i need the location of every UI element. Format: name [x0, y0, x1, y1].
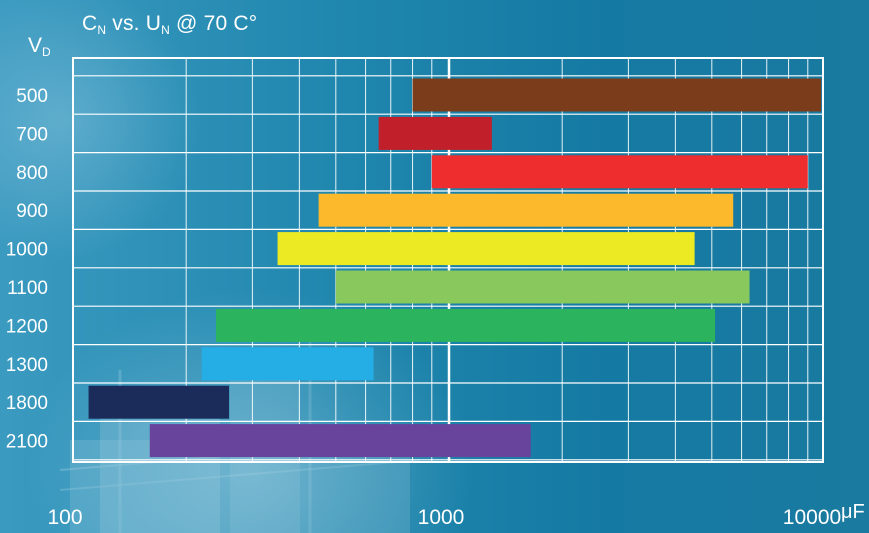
range-bar-1100 — [335, 270, 750, 304]
range-bar-900 — [318, 193, 734, 227]
chart-title: CN vs. UN @ 70 C° — [82, 12, 257, 37]
y-axis-label: VD — [28, 34, 51, 59]
chart-title-mid: vs. U — [106, 12, 162, 35]
range-bar-1000 — [277, 232, 695, 266]
chart-title-c: C — [82, 12, 98, 35]
range-bar-2100 — [149, 424, 531, 458]
category-label-700: 700 — [16, 124, 48, 145]
y-axis-label-subscript: D — [42, 45, 51, 59]
range-bar-700 — [378, 116, 492, 150]
x-tick-label-100: 100 — [47, 506, 82, 529]
category-label-1800: 1800 — [6, 393, 48, 414]
range-bar-1300 — [201, 347, 374, 381]
range-bar-500 — [412, 78, 821, 112]
range-bar-1800 — [88, 385, 230, 419]
category-label-2100: 2100 — [6, 432, 48, 453]
category-label-1300: 1300 — [6, 355, 48, 376]
range-bar-800 — [431, 155, 808, 189]
y-axis-label-main: V — [28, 34, 43, 57]
x-tick-label-10000: 10000 — [783, 506, 841, 529]
chart-title-c-subscript: N — [97, 23, 107, 37]
category-label-800: 800 — [16, 163, 48, 184]
category-label-1200: 1200 — [6, 316, 48, 337]
x-tick-label-1000: 1000 — [418, 506, 465, 529]
chart-title-rest: @ 70 C° — [170, 12, 258, 35]
chart-title-u-subscript: N — [161, 23, 170, 37]
category-label-1000: 1000 — [6, 240, 48, 261]
category-label-900: 900 — [16, 201, 48, 222]
x-axis-unit: μF — [841, 501, 865, 523]
category-label-1100: 1100 — [7, 278, 48, 299]
category-label-500: 500 — [16, 86, 48, 107]
range-bar-1200 — [215, 308, 716, 342]
plot-frame — [72, 57, 824, 463]
